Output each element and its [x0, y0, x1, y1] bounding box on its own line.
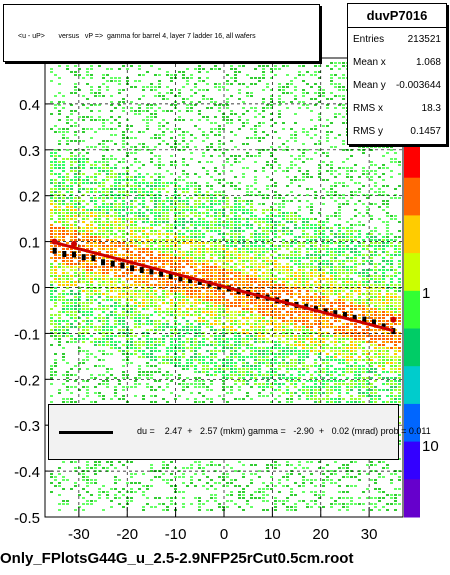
profile-point	[120, 262, 125, 269]
profile-point	[52, 247, 57, 254]
profile-point	[91, 255, 96, 262]
profile-point	[72, 251, 77, 258]
y-tick-label: 0.4	[19, 97, 40, 114]
colorbar-segment	[404, 215, 420, 254]
colorbar-segment	[404, 479, 420, 518]
stats-label: Mean x	[353, 57, 386, 68]
stats-value: 0.1457	[410, 126, 441, 137]
y-tick-label: 0.3	[19, 143, 40, 160]
profile-point	[323, 308, 328, 315]
stats-name: duvP7016	[348, 4, 446, 28]
fit-legend-line	[59, 431, 113, 434]
profile-point	[168, 273, 173, 280]
stats-row-rms-x: RMS x 18.3	[348, 97, 446, 120]
x-axis-label: Only_FPlotsG44G_u_2.5-2.9NFP25rCut0.5cm.…	[0, 550, 354, 567]
x-tick-label: -10	[165, 526, 187, 543]
stats-row-mean-y: Mean y -0.003644	[348, 74, 446, 97]
colorbar-segment	[404, 253, 420, 292]
colorbar-label: 10	[422, 438, 439, 455]
stats-value: 18.3	[421, 103, 441, 114]
profile-point	[188, 277, 193, 284]
y-tick-label: 0.2	[19, 189, 40, 206]
y-tick-label: -0.5	[14, 510, 40, 527]
profile-point	[149, 268, 154, 275]
profile-point	[333, 310, 338, 317]
y-tick-label: -0.2	[14, 372, 40, 389]
colorbar-segment	[404, 177, 420, 216]
colorbar-segment	[404, 366, 420, 405]
x-tick-label: 0	[220, 526, 228, 543]
colorbar-segment	[404, 328, 420, 367]
profile-point	[391, 328, 396, 335]
x-tick-label: 20	[312, 526, 329, 543]
stats-label: Mean y	[353, 80, 386, 91]
colorbar-segment	[404, 441, 420, 480]
fit-marker	[390, 316, 397, 323]
y-tick-label: 0.1	[19, 235, 40, 252]
profile-point	[352, 314, 357, 321]
stats-box: duvP7016 Entries 213521 Mean x 1.068 Mea…	[347, 3, 447, 145]
y-tick-label: 0	[32, 281, 40, 298]
profile-point	[110, 260, 115, 267]
y-tick-label: -0.1	[14, 326, 40, 343]
profile-point	[62, 250, 67, 257]
profile-point	[178, 275, 183, 282]
colorbar-segment	[404, 140, 420, 179]
stats-value: 213521	[407, 34, 441, 45]
stats-label: RMS y	[353, 126, 383, 137]
profile-point	[362, 316, 367, 323]
fit-marker	[51, 238, 58, 245]
x-tick-label: -30	[68, 526, 90, 543]
y-tick-label: -0.3	[14, 418, 40, 435]
colorbar-segment	[404, 290, 420, 329]
profile-point	[81, 254, 86, 261]
profile-point	[130, 265, 135, 272]
stats-value: 1.068	[415, 57, 441, 68]
title-box: <u - uP> versus vP => gamma for barrel 4…	[3, 4, 320, 62]
colorbar-label: 1	[422, 285, 430, 302]
profile-point	[139, 267, 144, 274]
stats-row-entries: Entries 213521	[348, 28, 446, 51]
y-tick-label: -0.4	[14, 464, 40, 481]
fit-marker	[71, 240, 78, 247]
stats-row-mean-x: Mean x 1.068	[348, 51, 446, 74]
stats-row-rms-y: RMS y 0.1457	[348, 120, 446, 143]
chart-title: <u - uP> versus vP => gamma for barrel 4…	[18, 33, 256, 40]
profile-point	[342, 312, 347, 319]
stats-label: RMS x	[353, 103, 383, 114]
stats-value: -0.003644	[395, 80, 441, 91]
x-tick-label: -20	[116, 526, 138, 543]
fit-legend: du = 2.47 + 2.57 (mkm) gamma = -2.90 + 0…	[48, 404, 431, 460]
stats-label: Entries	[353, 34, 385, 45]
colorbar-segment	[404, 403, 420, 443]
profile-point	[371, 319, 376, 326]
profile-point	[101, 259, 106, 266]
fit-line	[54, 241, 394, 333]
x-tick-label: 10	[264, 526, 281, 543]
x-tick-label: 30	[361, 526, 378, 543]
profile-point	[381, 323, 386, 330]
profile-point	[159, 270, 164, 277]
profile-point	[197, 278, 202, 285]
fit-legend-text: du = 2.47 + 2.57 (mkm) gamma = -2.90 + 0…	[137, 426, 431, 436]
